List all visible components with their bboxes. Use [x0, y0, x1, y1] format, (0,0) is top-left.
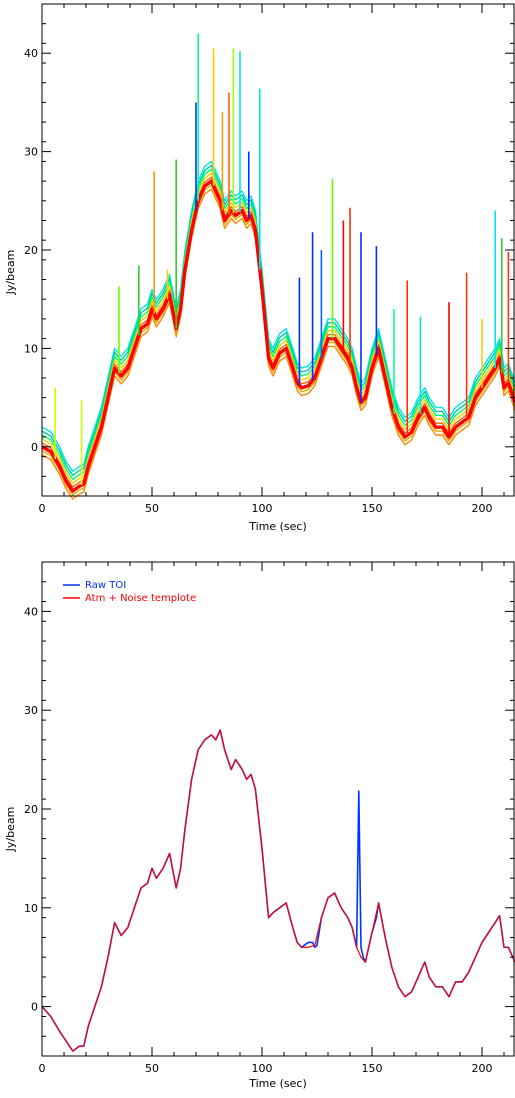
x-axis-title: Time (sec)	[248, 1077, 307, 1090]
y-tick-label: 30	[24, 146, 38, 159]
template-band-line	[41, 168, 515, 480]
bottom-panel: 0 50 100 150 200 0 10 20 30 40 Raw TOI Atm + Nois…	[4, 561, 515, 1090]
plot-border	[41, 561, 515, 1057]
spike-lines	[54, 33, 510, 486]
plot-frame	[41, 3, 515, 497]
y-axis-title: Jy/beam	[4, 807, 17, 853]
template-band-line	[41, 176, 515, 488]
top-panel: 0 50 100 150 200 0 10 20 30 40 Time (sec) Jy/beam	[4, 3, 515, 533]
plot-border	[41, 3, 515, 497]
x-tick-label: 100	[252, 502, 273, 515]
y-tick-label: 40	[24, 605, 38, 618]
series-line-raw-toi	[41, 729, 515, 1052]
template-band-line	[41, 164, 515, 476]
ticks: 0 50 100 150 200 0 10 20 30 40	[24, 4, 514, 515]
x-tick-label: 50	[145, 502, 159, 515]
ticks: 0 50 100 150 200 0 10 20 30 40	[24, 562, 514, 1075]
y-tick-label: 10	[24, 902, 38, 915]
x-tick-label: 150	[362, 1062, 383, 1075]
legend-label-template: Atm + Noise templote	[85, 593, 196, 604]
y-axis-title: Jy/beam	[4, 250, 17, 296]
y-tick-label: 10	[24, 342, 38, 355]
y-tick-label: 40	[24, 47, 38, 60]
template-band-line-main	[41, 179, 515, 493]
series-line-template	[41, 729, 515, 1052]
template-band-line	[41, 160, 515, 473]
template-band-line	[41, 188, 515, 500]
x-tick-label: 100	[252, 1062, 273, 1075]
y-tick-label: 20	[24, 803, 38, 816]
y-tick-label: 30	[24, 704, 38, 717]
y-tick-label: 20	[24, 244, 38, 257]
series-lines	[41, 729, 515, 1052]
legend-label-raw-toi: Raw TOI	[85, 580, 126, 591]
x-tick-label: 150	[362, 502, 383, 515]
template-bands	[41, 160, 515, 500]
x-tick-label: 200	[472, 502, 493, 515]
plot-frame	[41, 561, 515, 1057]
x-tick-label: 0	[39, 1062, 46, 1075]
y-tick-label: 0	[31, 441, 38, 454]
template-band-line	[41, 172, 515, 484]
x-tick-label: 0	[39, 502, 46, 515]
x-tick-label: 50	[145, 1062, 159, 1075]
y-tick-label: 0	[31, 1001, 38, 1014]
x-axis-title: Time (sec)	[248, 520, 307, 533]
legend: Raw TOI Atm + Noise templote	[63, 580, 196, 604]
x-tick-label: 200	[472, 1062, 493, 1075]
